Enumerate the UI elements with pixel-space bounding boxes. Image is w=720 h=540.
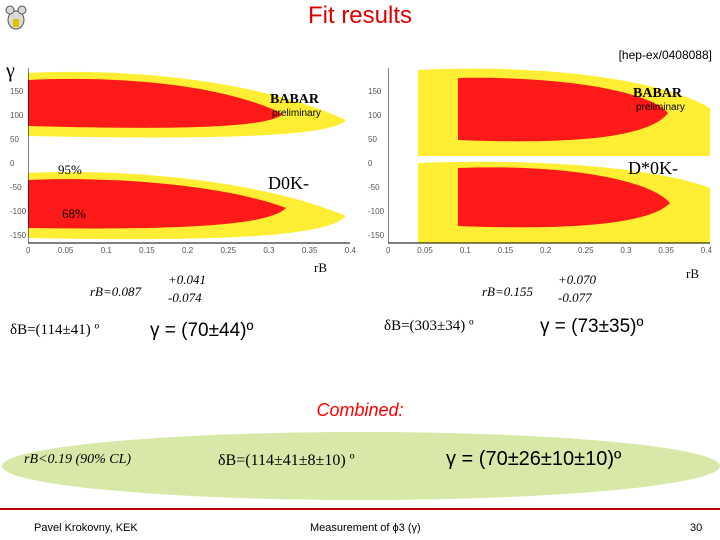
- xtick: 0.15: [139, 246, 155, 255]
- ytick: 100: [10, 111, 24, 120]
- combined-title: Combined:: [316, 400, 404, 420]
- channel-label: D*0K-: [628, 158, 678, 178]
- combined-delta: δB=(114±41±8±10) º: [218, 452, 355, 469]
- rb-down: -0.074: [168, 290, 202, 305]
- ytick: -150: [10, 231, 27, 240]
- ytick: -100: [368, 207, 385, 216]
- contour-68-upper: [28, 78, 283, 128]
- ytick: 100: [368, 111, 382, 120]
- channel-label: D0K-: [268, 173, 309, 193]
- ytick: 150: [10, 87, 24, 96]
- preliminary-label: preliminary: [636, 102, 685, 113]
- xtick: 0: [386, 246, 391, 255]
- rb-down: -0.077: [558, 290, 592, 305]
- footer-divider: [0, 508, 720, 510]
- plot-d0k: BABAR preliminary D0K- 95% 68%: [27, 68, 350, 248]
- cl-95-label: 95%: [58, 162, 82, 177]
- footer-topic: Measurement of ϕ3 (γ): [310, 522, 421, 534]
- rb-up: +0.041: [168, 272, 207, 287]
- page-number: 30: [690, 522, 703, 534]
- xtick: 0.25: [220, 246, 237, 255]
- reference: [hep-ex/0408088]: [618, 48, 712, 62]
- xtick: 0.1: [459, 246, 471, 255]
- contour-68-lower: [458, 167, 670, 228]
- xticks-right: 0 0.05 0.1 0.15 0.2 0.25 0.3 0.35 0.4: [386, 246, 712, 255]
- ytick: -50: [10, 183, 22, 192]
- preliminary-label: preliminary: [272, 108, 321, 119]
- xtick: 0.1: [100, 246, 112, 255]
- contour-68-lower: [28, 179, 286, 229]
- xtick: 0.3: [263, 246, 275, 255]
- ytick: -50: [368, 183, 380, 192]
- gamma-axis-label: γ: [6, 60, 15, 82]
- page-title: Fit results: [307, 2, 412, 29]
- ytick: 50: [10, 135, 19, 144]
- xtick: 0.4: [344, 246, 356, 255]
- gamma-result-left: γ = (70±44)º: [150, 320, 254, 341]
- xticks-left: 0 0.05 0.1 0.15 0.2 0.25 0.3 0.35 0.4: [26, 246, 356, 255]
- gamma-result-right: γ = (73±35)º: [540, 316, 644, 337]
- rb-up: +0.070: [558, 272, 597, 287]
- babar-logo: BABAR: [633, 86, 683, 101]
- ytick: -150: [368, 231, 385, 240]
- babar-logo: BABAR: [270, 92, 320, 107]
- plot-dstar0k: BABAR preliminary D*0K-: [387, 68, 710, 248]
- contour-68-upper: [458, 77, 668, 142]
- xtick: 0: [26, 246, 31, 255]
- ytick: 150: [368, 87, 382, 96]
- rb-result-left: rB=0.087 +0.041 -0.074: [90, 272, 206, 305]
- xtick: 0.2: [540, 246, 552, 255]
- plot-d0k-canvas: [27, 68, 350, 244]
- xaxis-label-left: rB: [314, 260, 327, 275]
- delta-result-right: δB=(303±34) º: [384, 318, 474, 334]
- cl-68-label: 68%: [62, 206, 86, 221]
- ytick: 50: [368, 135, 377, 144]
- xtick: 0.2: [182, 246, 194, 255]
- footer-author: Pavel Krokovny, KEK: [34, 522, 138, 534]
- combined-gamma: γ = (70±26±10±10)º: [446, 448, 622, 470]
- ytick: 0: [10, 159, 15, 168]
- logo-icon: [5, 5, 27, 30]
- xtick: 0.35: [301, 246, 318, 255]
- xtick: 0.35: [658, 246, 674, 255]
- xtick: 0.25: [578, 246, 594, 255]
- yticks-right: 150 100 50 0 -50 -100 -150: [368, 80, 384, 248]
- delta-result-left: δB=(114±41) º: [10, 322, 100, 338]
- ytick: 0: [368, 159, 373, 168]
- xtick: 0.05: [57, 246, 74, 255]
- xtick: 0.4: [700, 246, 712, 255]
- rb-main: rB=0.087: [90, 284, 142, 299]
- xtick: 0.05: [417, 246, 433, 255]
- xtick: 0.15: [497, 246, 514, 255]
- rb-main: rB=0.155: [482, 284, 534, 299]
- combined-background: [2, 432, 720, 500]
- xaxis-label-right: rB: [686, 266, 699, 281]
- xtick: 0.3: [620, 246, 632, 255]
- ytick: -100: [10, 207, 27, 216]
- combined-rb: rB<0.19 (90% CL): [24, 452, 132, 467]
- yticks-left: 150 100 50 0 -50 -100 -150: [10, 80, 26, 248]
- rb-result-right: rB=0.155 +0.070 -0.077: [482, 272, 596, 305]
- plot-dstar0k-canvas: [387, 68, 710, 244]
